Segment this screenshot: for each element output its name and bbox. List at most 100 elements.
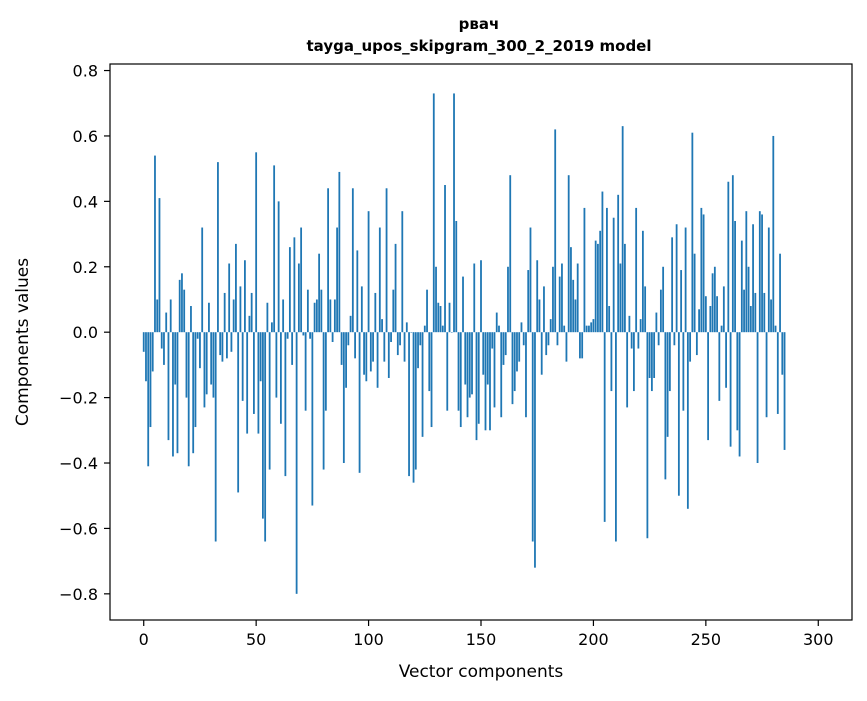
bar-223	[644, 286, 647, 333]
bar-159	[500, 332, 503, 418]
bar-40	[232, 299, 235, 333]
bar-132	[439, 306, 442, 333]
bar-76	[313, 302, 316, 333]
bar-94	[354, 332, 356, 359]
bar-71	[302, 332, 305, 336]
bar-197	[585, 325, 588, 333]
bar-283	[779, 253, 781, 333]
bar-47	[248, 315, 251, 333]
bar-284	[781, 332, 784, 375]
bar-161	[504, 332, 507, 356]
bar-252	[709, 306, 712, 333]
bar-85	[333, 299, 336, 333]
bar-155	[491, 332, 494, 349]
bar-240	[682, 332, 685, 411]
bar-22	[192, 332, 195, 454]
bar-110	[390, 332, 392, 342]
bar-149	[477, 332, 480, 424]
bar-231	[662, 266, 665, 333]
bar-241	[684, 227, 687, 333]
bar-219	[635, 207, 638, 333]
bar-261	[729, 332, 732, 447]
bar-200	[592, 319, 595, 333]
bar-164	[511, 332, 514, 405]
bar-36	[223, 292, 226, 333]
bar-115	[401, 211, 404, 333]
bar-225	[648, 332, 651, 378]
bar-1	[145, 332, 147, 382]
y-tick-label-7: 0.6	[73, 127, 98, 146]
bar-285	[783, 332, 786, 450]
bar-160	[502, 332, 505, 365]
bar-20	[187, 332, 190, 467]
bar-70	[300, 227, 303, 333]
bar-118	[408, 332, 410, 477]
bar-271	[752, 224, 754, 333]
bar-29	[208, 302, 210, 333]
bar-79	[320, 289, 323, 333]
bar-58	[273, 165, 276, 333]
bar-56	[268, 332, 271, 470]
bar-13	[172, 332, 174, 457]
bar-282	[776, 332, 779, 414]
bar-213	[621, 126, 624, 333]
bar-256	[718, 332, 721, 401]
bar-194	[579, 332, 581, 359]
bar-87	[338, 171, 341, 333]
bar-208	[610, 332, 613, 392]
bar-10	[165, 312, 168, 333]
bar-203	[599, 230, 602, 333]
bar-257	[720, 325, 723, 333]
bar-30	[210, 332, 213, 385]
bar-182	[552, 266, 554, 333]
bar-205	[603, 332, 606, 522]
bar-15	[176, 332, 179, 454]
bar-273	[756, 332, 759, 464]
bar-279	[770, 299, 772, 333]
bar-165	[513, 332, 516, 392]
x-tick-label-150: 150	[466, 630, 497, 649]
bar-38	[228, 263, 231, 333]
bar-145	[468, 332, 471, 398]
bar-122	[417, 332, 419, 369]
bar-224	[646, 332, 649, 539]
bar-233	[666, 332, 669, 437]
bar-116	[403, 332, 406, 362]
bar-244	[691, 132, 694, 333]
bar-176	[538, 299, 541, 333]
bar-125	[423, 325, 426, 333]
y-tick-label-6: 0.4	[73, 192, 98, 211]
bar-267	[743, 289, 745, 333]
bar-112	[394, 243, 397, 333]
bar-83	[329, 299, 332, 333]
bar-249	[702, 214, 705, 333]
bar-137	[450, 332, 453, 333]
bar-45	[244, 260, 246, 333]
bar-177	[540, 332, 543, 375]
bar-253	[711, 273, 714, 333]
bar-19	[185, 332, 188, 398]
bar-109	[387, 332, 390, 378]
x-tick-label-250: 250	[691, 630, 722, 649]
bar-65	[288, 247, 291, 333]
bar-3	[149, 332, 152, 428]
bar-100	[367, 211, 370, 333]
bar-66	[291, 332, 294, 365]
bar-60	[277, 201, 280, 333]
bar-246	[695, 332, 698, 356]
bar-262	[731, 175, 734, 333]
bar-37	[226, 332, 228, 359]
bar-52	[259, 332, 262, 382]
bar-171	[527, 270, 530, 333]
bar-129	[432, 93, 435, 333]
bar-168	[520, 322, 523, 333]
bar-59	[275, 332, 278, 398]
bar-152	[484, 332, 487, 431]
bar-86	[336, 227, 338, 333]
bar-48	[250, 292, 253, 333]
bar-16	[178, 279, 181, 333]
bar-135	[446, 332, 449, 411]
bar-154	[489, 332, 491, 431]
bar-156	[493, 332, 496, 408]
y-tick-label-8: 0.8	[73, 62, 98, 81]
